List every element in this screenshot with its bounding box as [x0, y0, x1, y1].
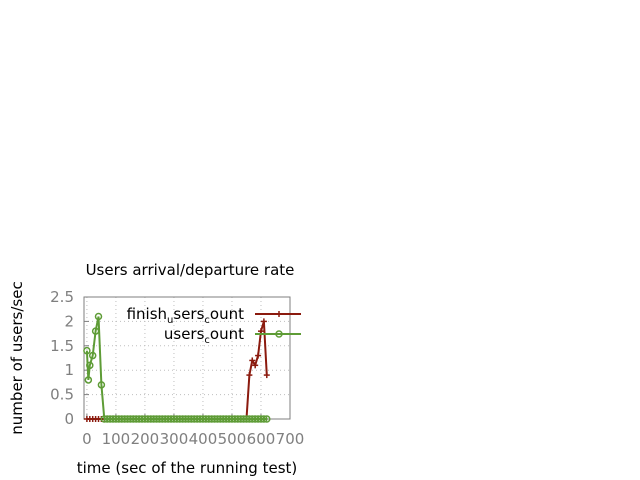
y-tick-label: 1.5 — [50, 337, 74, 355]
data-point — [97, 381, 106, 389]
data-point — [252, 362, 259, 369]
y-tick-label: 2 — [64, 312, 74, 330]
y-tick-label: 2.5 — [50, 288, 74, 306]
x-tick-label: 0 — [82, 430, 92, 448]
data-point — [88, 351, 97, 360]
data-point — [260, 415, 268, 423]
x-axis-title: time (sec of the running test) — [77, 459, 298, 477]
data-point — [249, 357, 256, 364]
y-tick-label: 1 — [64, 361, 74, 379]
data-point — [255, 352, 262, 359]
axis-ticks: 0 0.5 1 1.5 2 2.5 0 100 200 300 400 500 600 700 — [50, 288, 304, 448]
x-tick-label: 100 — [102, 430, 131, 448]
legend-label: userscount — [164, 325, 244, 346]
data-point — [84, 376, 93, 384]
x-tick-label: 200 — [131, 430, 160, 448]
data-point — [275, 330, 283, 338]
series-users_count — [83, 312, 271, 423]
y-axis-title: number of users/sec — [8, 281, 26, 434]
data-point — [91, 327, 100, 335]
series-layer — [83, 312, 271, 423]
data-point — [86, 361, 94, 370]
data-point — [263, 415, 271, 423]
data-point — [94, 312, 103, 321]
x-tick-label: 400 — [189, 430, 218, 448]
chart-title: Users arrival/departure rate — [86, 261, 295, 279]
data-point — [83, 346, 91, 355]
y-tick-label: 0 — [64, 410, 74, 428]
x-tick-label: 600 — [247, 430, 276, 448]
legend-label: finishuserscount — [127, 305, 245, 326]
data-point — [276, 311, 282, 317]
x-tick-label: 300 — [160, 430, 189, 448]
x-tick-label: 700 — [276, 430, 305, 448]
data-point — [263, 372, 270, 379]
y-tick-label: 0.5 — [50, 386, 74, 404]
series-line — [85, 316, 267, 420]
data-point — [260, 318, 267, 325]
data-point — [246, 372, 253, 379]
x-tick-label: 500 — [218, 430, 247, 448]
